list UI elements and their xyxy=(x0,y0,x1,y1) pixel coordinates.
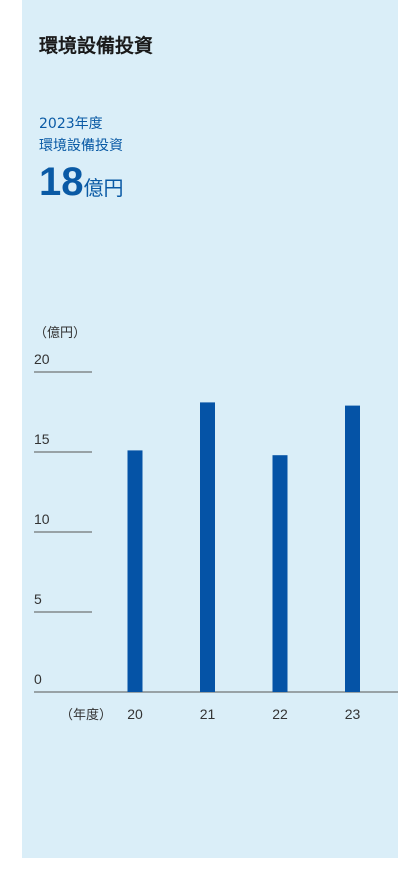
bar xyxy=(127,450,143,692)
x-tick-label: 23 xyxy=(345,706,361,722)
x-tick-label: 20 xyxy=(127,706,143,722)
highlight-number: 18 xyxy=(39,160,84,204)
x-tick-label: 22 xyxy=(272,706,288,722)
x-unit-label: （年度） xyxy=(60,707,112,723)
y-tick-label: 10 xyxy=(34,511,50,527)
y-tick-label: 0 xyxy=(34,671,42,687)
highlight-unit: 億円 xyxy=(83,176,124,200)
y-tick-label: 5 xyxy=(34,591,42,607)
panel-title: 環境設備投資 xyxy=(39,35,154,57)
y-tick-label: 15 xyxy=(34,431,50,447)
y-tick-label: 20 xyxy=(34,351,50,367)
bar xyxy=(345,405,360,692)
highlight-value: 18億円 xyxy=(39,160,124,205)
bar xyxy=(272,455,288,692)
x-tick-label: 21 xyxy=(200,706,216,722)
y-unit-label: （億円） xyxy=(34,325,86,341)
highlight-label: 環境設備投資 xyxy=(39,138,123,154)
highlight-year: 2023年度 xyxy=(39,116,103,132)
bar xyxy=(200,402,215,692)
